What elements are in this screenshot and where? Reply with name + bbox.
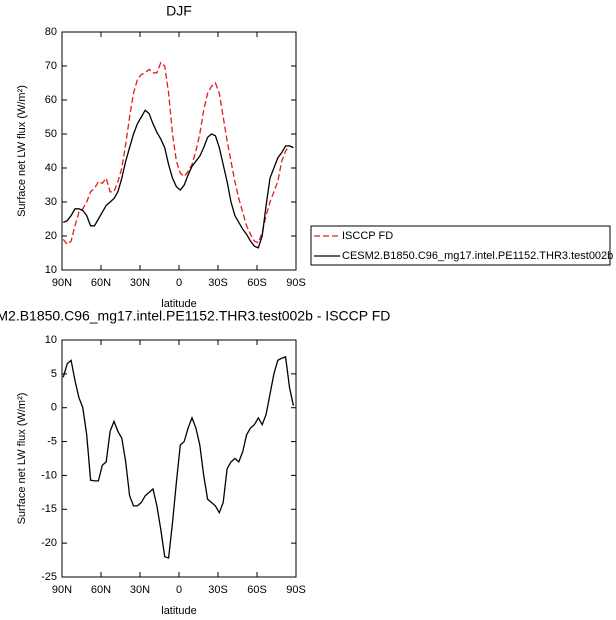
y-tick-label: 0	[51, 402, 57, 414]
chart-title: CESM2.B1850.C96_mg17.intel.PE1152.THR3.t…	[0, 308, 390, 324]
y-tick-label: -10	[41, 469, 57, 481]
y-tick-label: 40	[45, 162, 57, 174]
x-tick-label: 30N	[130, 584, 150, 596]
data-line	[62, 356, 295, 559]
x-axis-label: latitude	[161, 298, 196, 310]
y-tick-label: 5	[51, 368, 57, 380]
y-tick-label: 60	[45, 94, 57, 106]
y-tick-label: 10	[45, 264, 57, 276]
x-tick-label: 90N	[52, 584, 72, 596]
y-tick-label: -15	[41, 503, 57, 515]
data-line	[62, 61, 294, 246]
x-tick-label: 0	[176, 277, 182, 289]
y-axis-label: Surface net LW flux (W/m²)	[16, 393, 28, 525]
y-tick-label: -25	[41, 571, 57, 583]
x-tick-label: 30S	[208, 584, 228, 596]
legend-box	[310, 225, 611, 266]
x-tick-label: 30S	[208, 277, 228, 289]
y-axis-label: Surface net LW flux (W/m²)	[16, 85, 28, 217]
chart-title: DJF	[166, 3, 192, 19]
x-tick-label: 60S	[247, 584, 267, 596]
x-tick-label: 90N	[52, 277, 72, 289]
y-tick-label: 70	[45, 60, 57, 72]
y-tick-label: -20	[41, 537, 57, 549]
x-tick-label: 60S	[247, 277, 267, 289]
x-tick-label: 90S	[286, 277, 306, 289]
y-tick-label: 50	[45, 128, 57, 140]
x-tick-label: 60N	[91, 277, 111, 289]
y-tick-label: 80	[45, 26, 57, 38]
x-tick-label: 0	[176, 584, 182, 596]
legend-label: CESM2.B1850.C96_mg17.intel.PE1152.THR3.t…	[342, 250, 613, 262]
x-tick-label: 60N	[91, 584, 111, 596]
x-axis-label: latitude	[161, 605, 196, 617]
y-tick-label: -5	[47, 435, 57, 447]
legend-label: ISCCP FD	[342, 230, 393, 242]
y-tick-label: 10	[45, 334, 57, 346]
y-tick-label: 20	[45, 230, 57, 242]
x-tick-label: 90S	[286, 584, 306, 596]
x-tick-label: 30N	[130, 277, 150, 289]
y-tick-label: 30	[45, 196, 57, 208]
data-line	[63, 109, 294, 249]
